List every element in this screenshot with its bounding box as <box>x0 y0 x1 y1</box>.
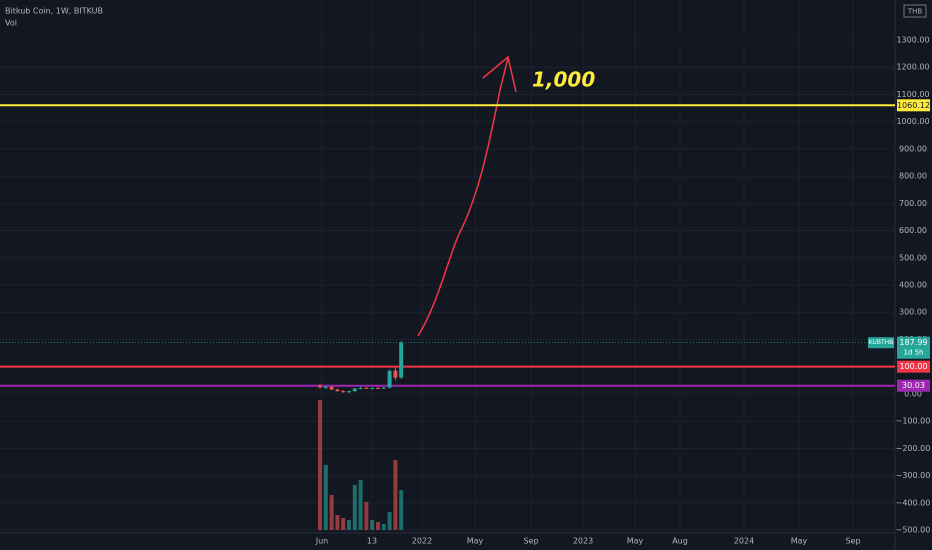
y-tick-label: 1200.00 <box>896 63 929 72</box>
y-tick-label: 500.00 <box>899 253 927 262</box>
candle-body <box>387 370 392 388</box>
volume-bar <box>341 518 346 530</box>
x-tick-label: 2022 <box>412 537 432 546</box>
last-price-box <box>897 336 930 359</box>
x-tick-label: 13 <box>367 537 377 546</box>
volume-bar <box>318 400 322 530</box>
arrow-drawing <box>417 55 517 337</box>
volume-bar <box>376 522 380 530</box>
volume-bar <box>358 480 363 530</box>
x-tick-label: May <box>791 537 808 546</box>
candle-body <box>393 370 398 378</box>
candle-body <box>364 387 369 389</box>
candle-body <box>352 388 357 392</box>
volume-bar <box>370 520 375 530</box>
y-tick-label: −400.00 <box>896 498 931 507</box>
candle-body <box>341 391 346 393</box>
x-tick-label: 2023 <box>573 537 593 546</box>
volume-bar <box>323 465 328 530</box>
y-tick-label: 900.00 <box>899 144 927 153</box>
level-label-box <box>897 99 930 112</box>
candle-body <box>370 387 375 389</box>
candle-body <box>318 385 322 388</box>
chart-title: Bitkub Coin, 1W, BITKUB <box>5 7 103 16</box>
volume-bar <box>347 520 351 530</box>
y-tick-label: 1000.00 <box>896 117 929 126</box>
candle-body <box>329 386 334 390</box>
last-price-label: 187.99 <box>900 338 928 347</box>
level-label: 1060.12 <box>897 101 930 110</box>
y-tick-label: 700.00 <box>899 199 927 208</box>
candle-body <box>399 342 404 378</box>
volume-bar <box>352 485 357 530</box>
x-tick-label: 2024 <box>734 537 754 546</box>
y-tick-label: −500.00 <box>896 526 931 535</box>
symbol-label: KUBTHB <box>869 339 894 346</box>
level-label: 30.03 <box>902 381 925 390</box>
x-tick-label: Aug <box>672 537 688 546</box>
level-label-box <box>897 360 930 373</box>
y-tick-label: 300.00 <box>899 308 927 317</box>
currency: THB <box>907 8 923 16</box>
level-label: 100.00 <box>900 362 928 371</box>
y-tick-label: 400.00 <box>899 281 927 290</box>
x-tick-label: May <box>627 537 644 546</box>
candle-body <box>376 387 380 389</box>
symbol-box <box>868 337 894 349</box>
subtitle: Vol <box>5 19 17 28</box>
volume-bar <box>329 495 334 530</box>
y-tick-label: −200.00 <box>896 444 931 453</box>
x-tick-label: Sep <box>523 537 538 546</box>
candle-body <box>381 387 386 389</box>
currency-box[interactable] <box>903 4 927 18</box>
volume-bar <box>399 490 404 530</box>
candle-body <box>347 391 351 393</box>
x-tick-label: Jun <box>315 537 329 546</box>
y-tick-label: 0.00 <box>904 389 922 398</box>
volume-bar <box>335 515 340 530</box>
y-tick-label: 1300.00 <box>896 36 929 45</box>
y-tick-label: 800.00 <box>899 172 927 181</box>
level-label-box <box>897 379 930 392</box>
y-tick-label: −100.00 <box>896 417 931 426</box>
x-tick-label: Sep <box>845 537 860 546</box>
candle-body <box>335 389 340 392</box>
candle-body <box>358 387 363 389</box>
countdown-label: 1d 5h <box>903 349 923 357</box>
volume-bar <box>393 460 398 530</box>
x-tick-label: May <box>467 537 484 546</box>
annotation: 1,000 <box>532 68 595 92</box>
y-tick-label: −300.00 <box>896 471 931 480</box>
candle-body <box>323 386 328 388</box>
y-tick-label: 1100.00 <box>896 90 929 99</box>
volume-bar <box>387 512 392 530</box>
y-tick-label: 600.00 <box>899 226 927 235</box>
volume-bar <box>381 524 386 530</box>
volume-bar <box>364 502 369 530</box>
